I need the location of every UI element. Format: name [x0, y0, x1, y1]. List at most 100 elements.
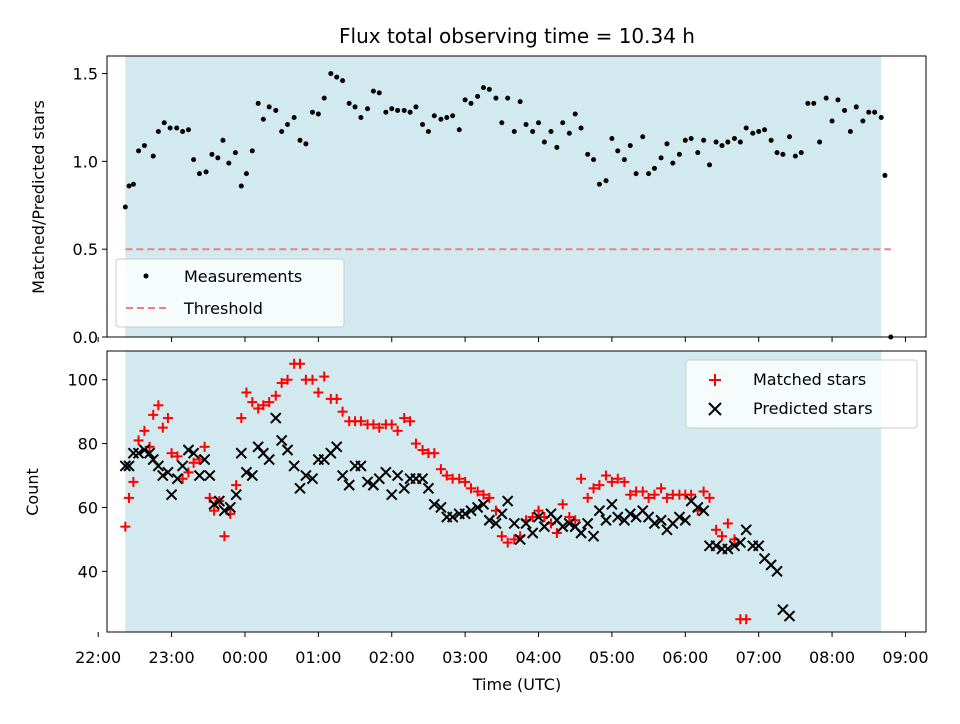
predicted-marker-b — [600, 514, 612, 526]
x-tick-label: 02:00 — [369, 648, 415, 667]
measurement-point — [566, 130, 572, 136]
measurement-point — [136, 148, 142, 154]
predicted-marker-b — [783, 610, 796, 622]
predicted-star-point — [575, 527, 587, 539]
predicted-marker-b — [187, 447, 200, 459]
predicted-star-point — [330, 441, 343, 453]
predicted-marker-b — [557, 520, 569, 533]
measurement-point — [774, 150, 780, 156]
measurement-point — [352, 104, 358, 110]
predicted-marker-b — [157, 469, 169, 482]
predicted-star-point — [380, 466, 392, 479]
measurement-point — [413, 104, 419, 110]
predicted-marker-b — [252, 441, 264, 453]
predicted-marker-b — [330, 441, 343, 453]
predicted-star-point — [224, 501, 236, 514]
predicted-star-point — [361, 476, 374, 488]
measurement-point — [425, 129, 431, 135]
predicted-star-point — [294, 482, 306, 495]
x-tick-label: 03:00 — [442, 648, 488, 667]
predicted-marker-b — [734, 536, 747, 549]
predicted-marker-b — [123, 460, 135, 472]
predicted-star-point — [416, 473, 429, 485]
predicted-marker-b — [138, 444, 151, 456]
matched-star-point — [533, 505, 544, 516]
measurement-point — [370, 88, 376, 94]
count-panel: 40 60 80 100 22:00 23:00 00:00 01:00 02:00 03:00… — [23, 350, 929, 694]
measurement-point — [475, 93, 481, 99]
measurement-point — [226, 160, 232, 166]
predicted-star-point — [496, 508, 508, 520]
measurement-point — [768, 137, 774, 143]
matched-star-point — [374, 422, 385, 433]
predicted-star-point — [734, 536, 747, 549]
measurement-point — [792, 153, 798, 159]
measurement-point — [853, 104, 859, 110]
matched-star-point — [576, 473, 587, 484]
matched-star-point — [282, 374, 293, 385]
measurement-point — [209, 151, 215, 157]
matched-star-point — [128, 476, 139, 487]
measurement-point — [682, 137, 688, 143]
predicted-marker-b — [563, 517, 576, 530]
predicted-marker-b — [218, 504, 231, 517]
predicted-star-point — [240, 466, 253, 479]
measurement-point — [420, 121, 426, 127]
predicted-star-point — [235, 447, 248, 459]
x-tick-label: 06:00 — [662, 648, 708, 667]
ratio-legend: Measurements Threshold — [115, 258, 345, 328]
x-tick-label: 00:00 — [222, 648, 268, 667]
measurement-point — [664, 141, 670, 147]
measurement-point — [670, 160, 676, 166]
predicted-marker-b — [182, 444, 195, 456]
predicted-star-point — [459, 508, 471, 520]
measurement-point — [480, 85, 486, 91]
predicted-marker-b — [551, 514, 563, 526]
measurement-point — [646, 171, 652, 177]
x-tick-label: 01:00 — [295, 648, 341, 667]
predicted-marker-b — [355, 460, 367, 472]
measurement-point — [615, 148, 621, 154]
predicted-star-point — [697, 504, 710, 517]
predicted-marker-b — [679, 514, 691, 526]
predicted-marker-b — [213, 495, 225, 507]
measurement-point — [731, 136, 737, 142]
matched-star-point — [157, 422, 168, 433]
matched-star-point — [386, 419, 397, 430]
matched-star-point — [307, 374, 318, 385]
matched-star-point — [686, 489, 697, 500]
matched-star-point — [496, 531, 507, 542]
matched-star-point — [502, 537, 513, 548]
measurement-point — [707, 162, 713, 168]
measurement-point — [444, 114, 450, 120]
predicted-star-point — [428, 498, 441, 510]
measurement-point — [130, 181, 136, 187]
measurement-point — [462, 97, 468, 103]
measurement-point — [835, 97, 841, 103]
measurement-point — [238, 183, 244, 189]
measurement-point — [713, 139, 719, 145]
predicted-marker-b — [459, 508, 471, 520]
predicted-star-point — [152, 460, 165, 472]
matched-star-point — [264, 397, 275, 408]
measurement-point — [676, 151, 682, 157]
ratio-panel: 0.0 0.5 1.0 1.5 Matched/Predicted stars Mea… — [29, 55, 927, 347]
measurement-point — [468, 100, 474, 106]
measurement-point — [811, 100, 817, 106]
predicted-marker-b — [697, 504, 710, 517]
measurement-point — [285, 121, 291, 127]
y-tick-label: 60 — [78, 498, 98, 517]
measurement-point — [174, 125, 180, 131]
predicted-star-point — [198, 453, 211, 466]
measurement-point — [321, 95, 327, 101]
predicted-marker-b — [435, 501, 447, 514]
matched-star-point — [619, 476, 630, 487]
matched-star-point — [704, 492, 715, 503]
matched-star-point — [484, 492, 495, 503]
predicted-marker-b — [710, 540, 722, 552]
matched-star-point — [355, 416, 366, 427]
matched-star-point — [656, 483, 667, 494]
matched-star-point — [460, 476, 471, 487]
measurement-point — [401, 107, 407, 113]
